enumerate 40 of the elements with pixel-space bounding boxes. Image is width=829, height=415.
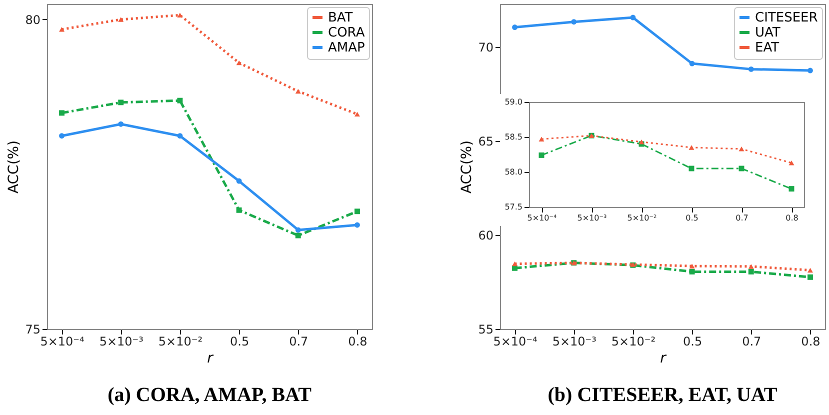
x-tick-label: 0.8	[801, 334, 820, 348]
x-tick-label: 5×10⁻³	[577, 214, 607, 222]
y-tick-label: 57.5	[504, 202, 522, 212]
x-tick-label: 5×10⁻²	[611, 334, 656, 348]
x-tick-label: 5×10⁻³	[552, 334, 597, 348]
x-tick-label: 0.7	[736, 214, 748, 222]
x-tick-label: 5×10⁻²	[627, 214, 657, 222]
y-tick-label: 65	[478, 134, 494, 149]
x-axis-title: r	[660, 350, 668, 366]
legend-label: BAT	[328, 10, 353, 26]
y-axis-title: ACC(%)	[459, 140, 476, 194]
x-tick-label: 0.8	[786, 214, 798, 222]
legend-label: UAT	[755, 26, 780, 40]
legend-label: EAT	[755, 40, 780, 56]
x-axis-title: r	[207, 350, 214, 366]
text: (b) CITESEER, EAT, UAT	[548, 384, 778, 406]
x-tick-label: 0.5	[683, 334, 702, 348]
text: (a) CORA, AMAP, BAT	[108, 384, 312, 406]
y-tick-label: 75	[25, 322, 40, 336]
x-tick-label: 0.7	[742, 334, 762, 348]
x-tick-label: 5×10⁻⁴	[493, 334, 538, 348]
legend-label: AMAP	[328, 40, 365, 56]
legend-label: CORA	[328, 26, 365, 40]
x-tick-label: 5×10⁻²	[158, 334, 203, 348]
x-tick-label: 5×10⁻⁴	[40, 334, 85, 348]
legend-label: CITESEER	[755, 10, 818, 26]
y-tick-label: 58.5	[504, 132, 522, 142]
y-tick-label: 58.0	[504, 168, 522, 176]
x-tick-label: 5×10⁻⁴	[527, 214, 557, 222]
y-tick-label: 70	[478, 40, 494, 55]
x-tick-label: 0.7	[289, 334, 308, 348]
y-tick-label: 80	[25, 12, 40, 27]
x-tick-label: 0.5	[230, 334, 250, 348]
x-tick-label: 5×10⁻³	[99, 334, 144, 348]
x-tick-label: 0.5	[686, 214, 698, 222]
y-tick-label: 55	[478, 322, 494, 336]
x-tick-label: 0.8	[348, 334, 368, 348]
y-axis-title: ACC(%)	[6, 140, 22, 194]
y-tick-label: 59.0	[504, 98, 522, 106]
y-tick-label: 60	[478, 228, 494, 243]
